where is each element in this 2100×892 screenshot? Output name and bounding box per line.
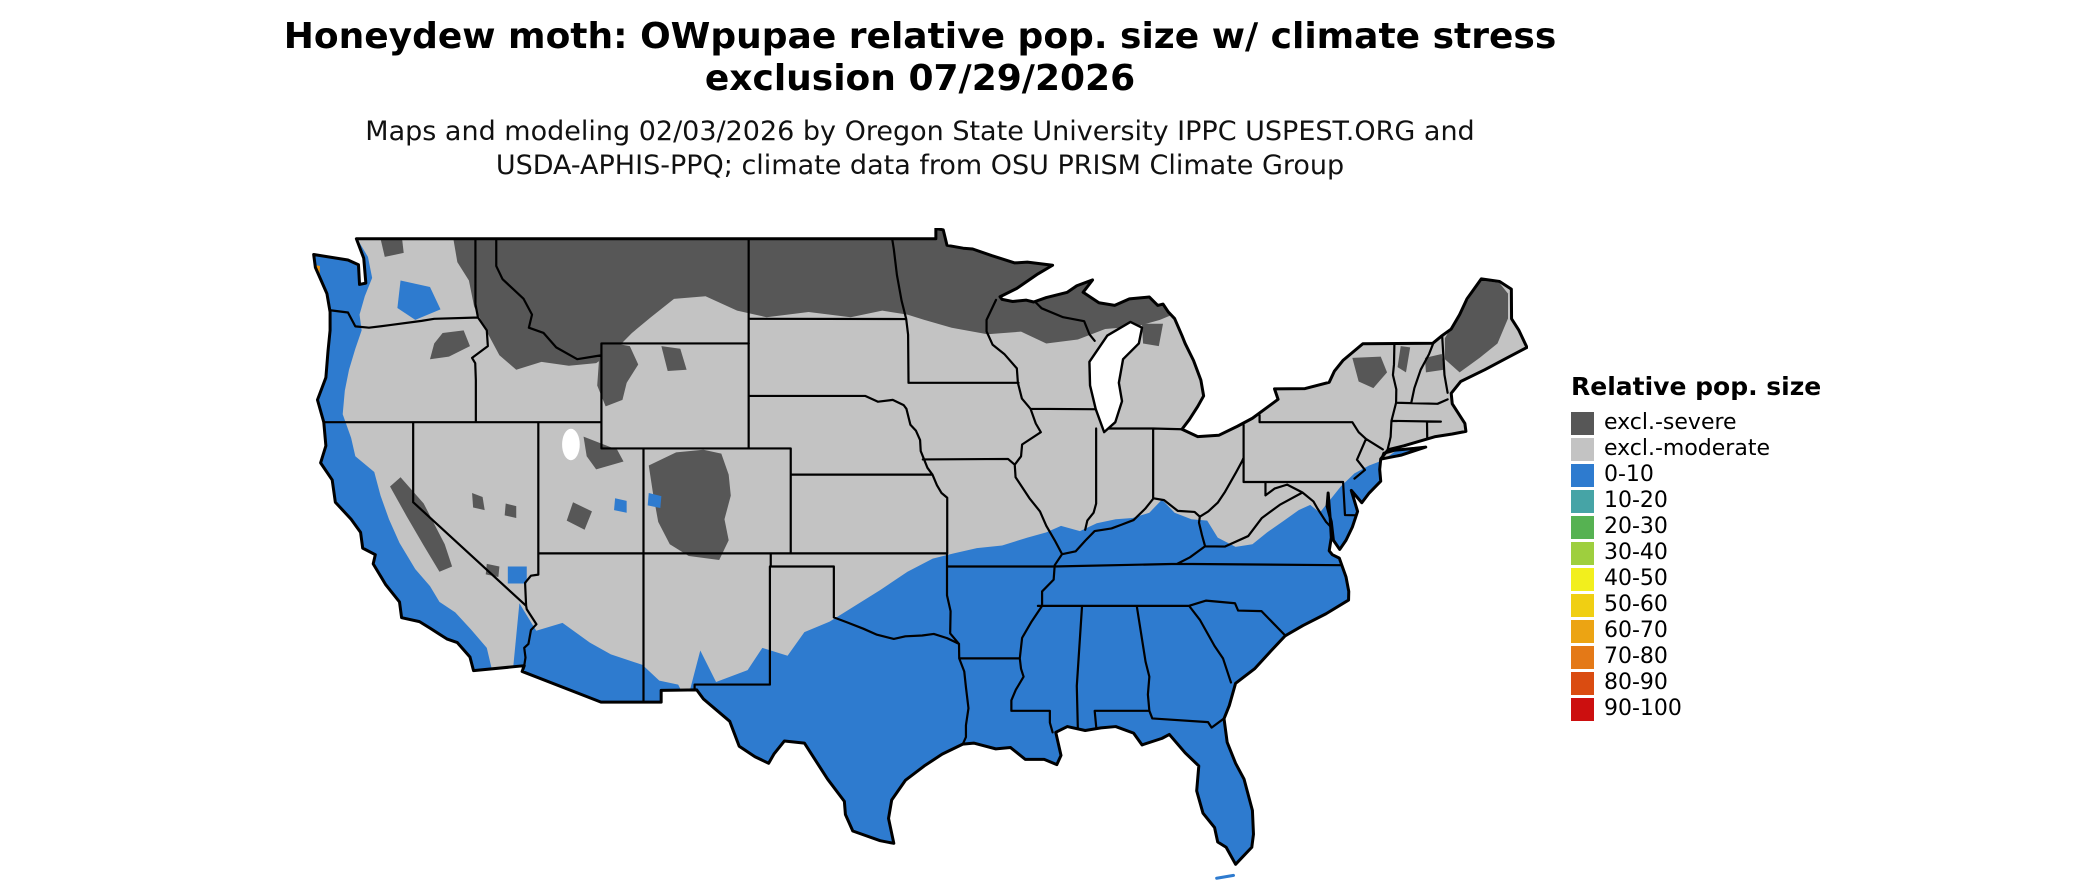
legend-swatch: [1571, 671, 1594, 695]
legend-item: 30-40: [1571, 540, 1821, 566]
map-title-line2: exclusion 07/29/2026: [704, 58, 1136, 100]
legend-item: 60-70: [1571, 618, 1821, 644]
us-map: [308, 228, 1528, 884]
legend-item: 20-30: [1571, 514, 1821, 540]
legend-label: 20-30: [1604, 514, 1668, 539]
legend-swatch: [1571, 515, 1594, 539]
legend-label: 70-80: [1604, 644, 1668, 669]
legend-item: 80-90: [1571, 670, 1821, 696]
legend-swatch: [1571, 541, 1594, 565]
legend-swatch: [1571, 593, 1594, 617]
legend-label: excl.-moderate: [1604, 436, 1770, 461]
legend-label: 50-60: [1604, 592, 1668, 617]
legend-item: 0-10: [1571, 462, 1821, 488]
legend-item: 90-100: [1571, 696, 1821, 722]
legend-swatch: [1571, 463, 1594, 487]
legend-swatch: [1571, 645, 1594, 669]
legend-item: 50-60: [1571, 592, 1821, 618]
map-title: Honeydew moth: OWpupae relative pop. siz…: [170, 16, 1670, 101]
map-title-line1: Honeydew moth: OWpupae relative pop. siz…: [283, 16, 1557, 57]
legend-label: 40-50: [1604, 566, 1668, 591]
legend-swatch: [1571, 411, 1594, 435]
legend-swatch: [1571, 697, 1594, 721]
lake-michigan: [1089, 322, 1142, 432]
legend-swatch: [1571, 437, 1594, 461]
map-subtitle-line2: USDA-APHIS-PPQ; climate data from OSU PR…: [495, 149, 1345, 181]
legend-label: 90-100: [1604, 696, 1682, 721]
legend-item: 70-80: [1571, 644, 1821, 670]
legend-swatch: [1571, 567, 1594, 591]
us-outline: [314, 229, 1527, 865]
legend-label: 0-10: [1604, 462, 1654, 487]
legend-label: 80-90: [1604, 670, 1668, 695]
legend-item: 40-50: [1571, 566, 1821, 592]
legend-swatch: [1571, 489, 1594, 513]
legend-label: 60-70: [1604, 618, 1668, 643]
legend-item: 10-20: [1571, 488, 1821, 514]
map-subtitle: Maps and modeling 02/03/2026 by Oregon S…: [170, 115, 1670, 183]
legend: Relative pop. size excl.-severe excl.-mo…: [1571, 372, 1821, 722]
legend-label: 30-40: [1604, 540, 1668, 565]
map-subtitle-line1: Maps and modeling 02/03/2026 by Oregon S…: [365, 115, 1475, 147]
legend-label: excl.-severe: [1604, 410, 1737, 435]
legend-item: excl.-severe: [1571, 410, 1821, 436]
legend-label: 10-20: [1604, 488, 1668, 513]
legend-item: excl.-moderate: [1571, 436, 1821, 462]
great-salt-lake: [562, 428, 580, 461]
legend-swatch: [1571, 619, 1594, 643]
state-borders: [325, 239, 1448, 745]
florida-keys: [1217, 875, 1234, 878]
header: Honeydew moth: OWpupae relative pop. siz…: [170, 16, 1670, 182]
legend-title: Relative pop. size: [1571, 372, 1822, 401]
us-map-container: [308, 228, 1528, 884]
